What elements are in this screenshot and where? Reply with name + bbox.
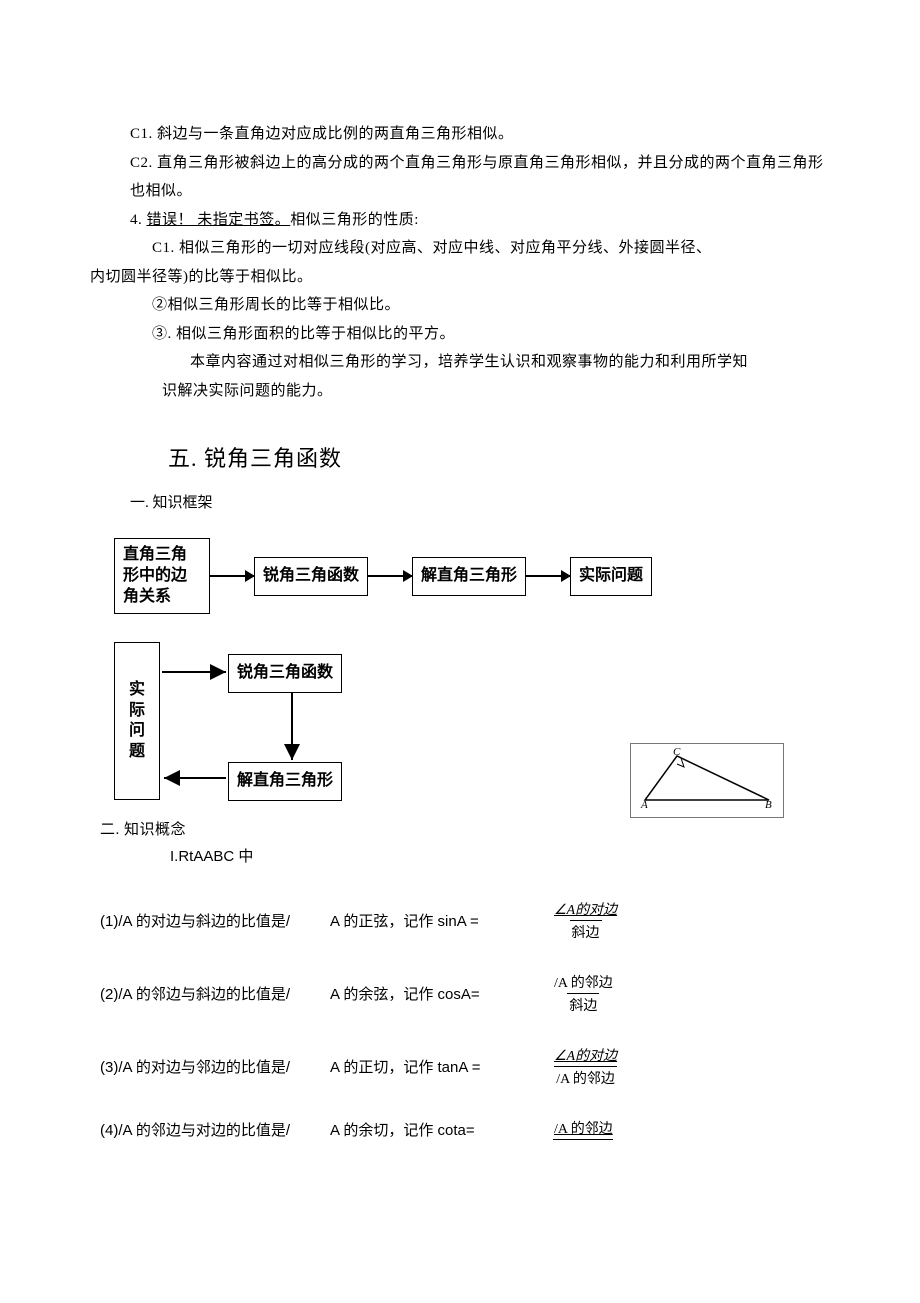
tri-label-C: C	[673, 748, 681, 758]
p4-suffix: 相似三角形的性质:	[290, 212, 419, 228]
def2-den: 斜边	[567, 993, 599, 1015]
flow1-box-3: 实际问题	[570, 557, 652, 596]
flow2-left-box: 实 际 问 题	[114, 642, 160, 800]
def2-col1: (2)/A 的邻边与斜边的比值是/	[100, 983, 330, 1004]
def-row-4: (4)/A 的邻边与对边的比值是/ A 的余切，记作 cota= /A 的邻边	[100, 1118, 830, 1141]
triangle-svg: A B C	[637, 748, 777, 810]
def4-den	[553, 1139, 613, 1141]
def2-col2: A 的余弦，记作 cosA=	[330, 983, 540, 1004]
flow2-top-box: 锐角三角函数	[228, 654, 342, 693]
def-row-1: (1)/A 的对边与斜边的比值是/ A 的正弦，记作 sinA = ∠A的对边 …	[100, 899, 830, 942]
def3-frac: ∠A的对边 /A 的邻边	[552, 1045, 619, 1088]
def2-num: /A 的邻边	[552, 972, 615, 993]
flow1-arrow-2	[526, 575, 570, 577]
flow1-arrow-0	[210, 575, 254, 577]
def3-col2: A 的正切，记作 tanA =	[330, 1056, 540, 1077]
definitions: (1)/A 的对边与斜边的比值是/ A 的正弦，记作 sinA = ∠A的对边 …	[90, 899, 830, 1141]
p4-prefix: 4.	[130, 212, 147, 228]
flow1-box-0: 直角三角 形中的边 角关系	[114, 538, 210, 614]
para-4-c1b: 内切圆半径等)的比等于相似比。	[90, 263, 830, 292]
def-row-3: (3)/A 的对边与邻边的比值是/ A 的正切，记作 tanA = ∠A的对边 …	[100, 1045, 830, 1088]
def-header: I.RtAABC 中	[170, 845, 830, 869]
def1-col2: A 的正弦，记作 sinA =	[330, 910, 540, 931]
flow1-box-2: 解直角三角形	[412, 557, 526, 596]
para-4-3: ③. 相似三角形面积的比等于相似比的平方。	[90, 320, 830, 349]
def4-frac: /A 的邻边	[552, 1118, 615, 1141]
flow1-box-1: 锐角三角函数	[254, 557, 368, 596]
def4-num: /A 的邻边	[552, 1118, 615, 1139]
def3-col1: (3)/A 的对边与邻边的比值是/	[100, 1056, 330, 1077]
def4-col2: A 的余切，记作 cota=	[330, 1119, 540, 1140]
section5-sub1: 一. 知识框架	[130, 487, 830, 520]
def3-den: /A 的邻边	[554, 1066, 617, 1088]
flow1-arrow-1	[368, 575, 412, 577]
def2-frac: /A 的邻边 斜边	[552, 972, 615, 1015]
def1-frac: ∠A的对边 斜边	[552, 899, 619, 942]
para-c2: C2. 直角三角形被斜边上的高分成的两个直角三角形与原直角三角形相似，并且分成的…	[90, 149, 830, 206]
para-4: 4. 错误！ 未指定书签。相似三角形的性质:	[90, 206, 830, 235]
def1-num: ∠A的对边	[552, 899, 619, 920]
p4-underline: 错误！ 未指定书签。	[147, 212, 291, 228]
triangle-figure: A B C	[630, 743, 784, 818]
tri-label-A: A	[640, 799, 648, 810]
flow2-left-label: 实 际 问 题	[129, 680, 145, 763]
para-4-note2: 识解决实际问题的能力。	[90, 377, 830, 406]
def1-col1: (1)/A 的对边与斜边的比值是/	[100, 910, 330, 931]
def-row-2: (2)/A 的邻边与斜边的比值是/ A 的余弦，记作 cosA= /A 的邻边 …	[100, 972, 830, 1015]
section5-title: 五. 锐角三角函数	[168, 441, 830, 473]
def4-col1: (4)/A 的邻边与对边的比值是/	[100, 1119, 330, 1140]
section5-sub2: 二. 知识概念	[100, 816, 830, 845]
flowchart-1: 直角三角 形中的边 角关系 锐角三角函数 解直角三角形 实际问题	[114, 538, 830, 614]
para-4-c1: C1. 相似三角形的一切对应线段(对应高、对应中线、对应角平分线、外接圆半径、	[90, 234, 830, 263]
para-c1: C1. 斜边与一条直角边对应成比例的两直角三角形相似。	[90, 120, 830, 149]
def3-num: ∠A的对边	[552, 1045, 619, 1066]
flow2-bottom-box: 解直角三角形	[228, 762, 342, 801]
flowchart-2: 实 际 问 题 锐角三角函数 解直角三角形 A B C	[114, 642, 794, 812]
para-4-note1: 本章内容通过对相似三角形的学习，培养学生认识和观察事物的能力和利用所学知	[90, 348, 830, 377]
def1-den: 斜边	[570, 920, 602, 942]
para-4-2: ②相似三角形周长的比等于相似比。	[90, 291, 830, 320]
tri-label-B: B	[765, 799, 772, 810]
